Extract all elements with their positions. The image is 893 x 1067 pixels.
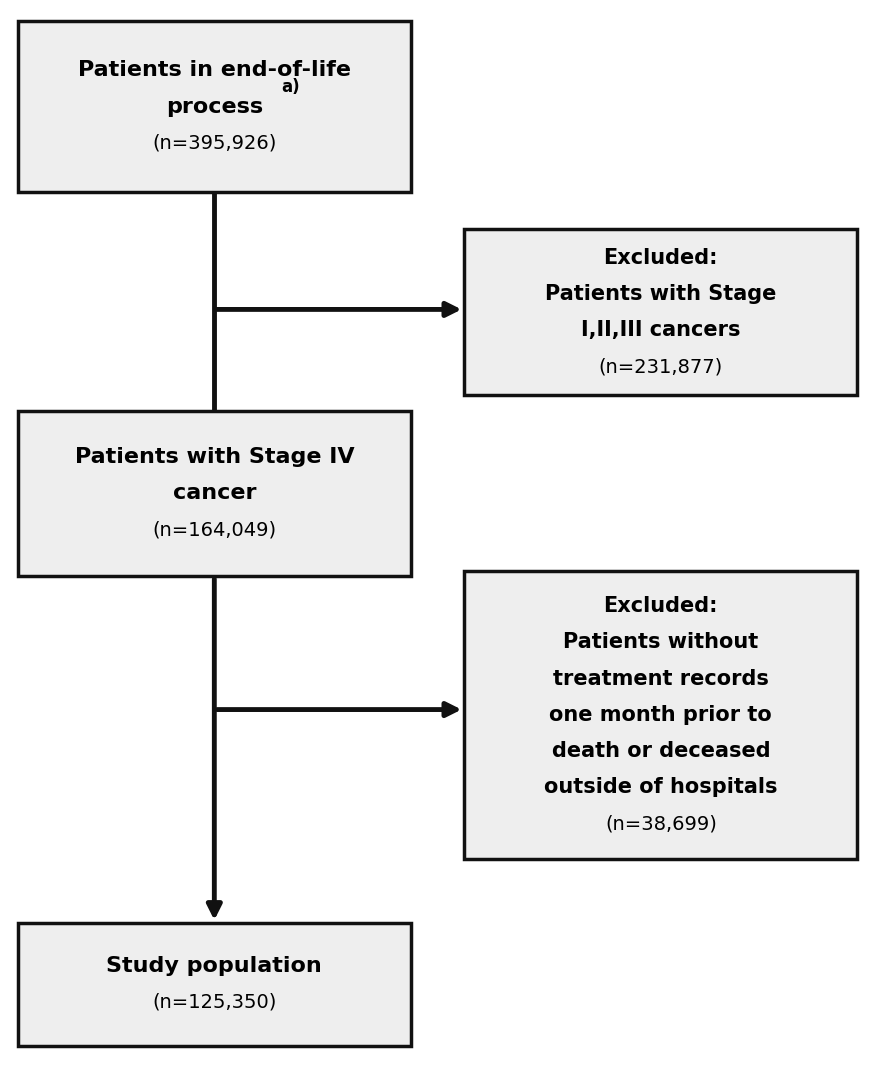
Text: outside of hospitals: outside of hospitals [544,778,778,797]
Text: (n=125,350): (n=125,350) [152,993,277,1012]
Text: treatment records: treatment records [553,669,769,688]
FancyBboxPatch shape [18,21,411,192]
FancyBboxPatch shape [18,411,411,576]
Text: Excluded:: Excluded: [604,596,718,616]
Text: Patients with Stage IV: Patients with Stage IV [74,447,355,467]
Text: a): a) [281,79,299,96]
Text: Excluded:: Excluded: [604,248,718,268]
Text: death or deceased: death or deceased [552,742,770,761]
FancyBboxPatch shape [464,229,857,395]
Text: Study population: Study population [106,956,322,976]
Text: cancer: cancer [172,483,256,504]
FancyBboxPatch shape [18,923,411,1046]
Text: Patients with Stage: Patients with Stage [545,284,777,304]
Text: Patients in end-of-life: Patients in end-of-life [78,61,351,80]
Text: Patients without: Patients without [563,633,758,652]
Text: one month prior to: one month prior to [549,705,772,724]
Text: (n=38,699): (n=38,699) [605,814,717,833]
Text: I,II,III cancers: I,II,III cancers [581,320,740,340]
Text: (n=231,877): (n=231,877) [598,357,723,376]
FancyBboxPatch shape [464,571,857,859]
Text: (n=395,926): (n=395,926) [152,133,277,153]
Text: process: process [166,97,263,116]
Text: (n=164,049): (n=164,049) [153,521,276,539]
